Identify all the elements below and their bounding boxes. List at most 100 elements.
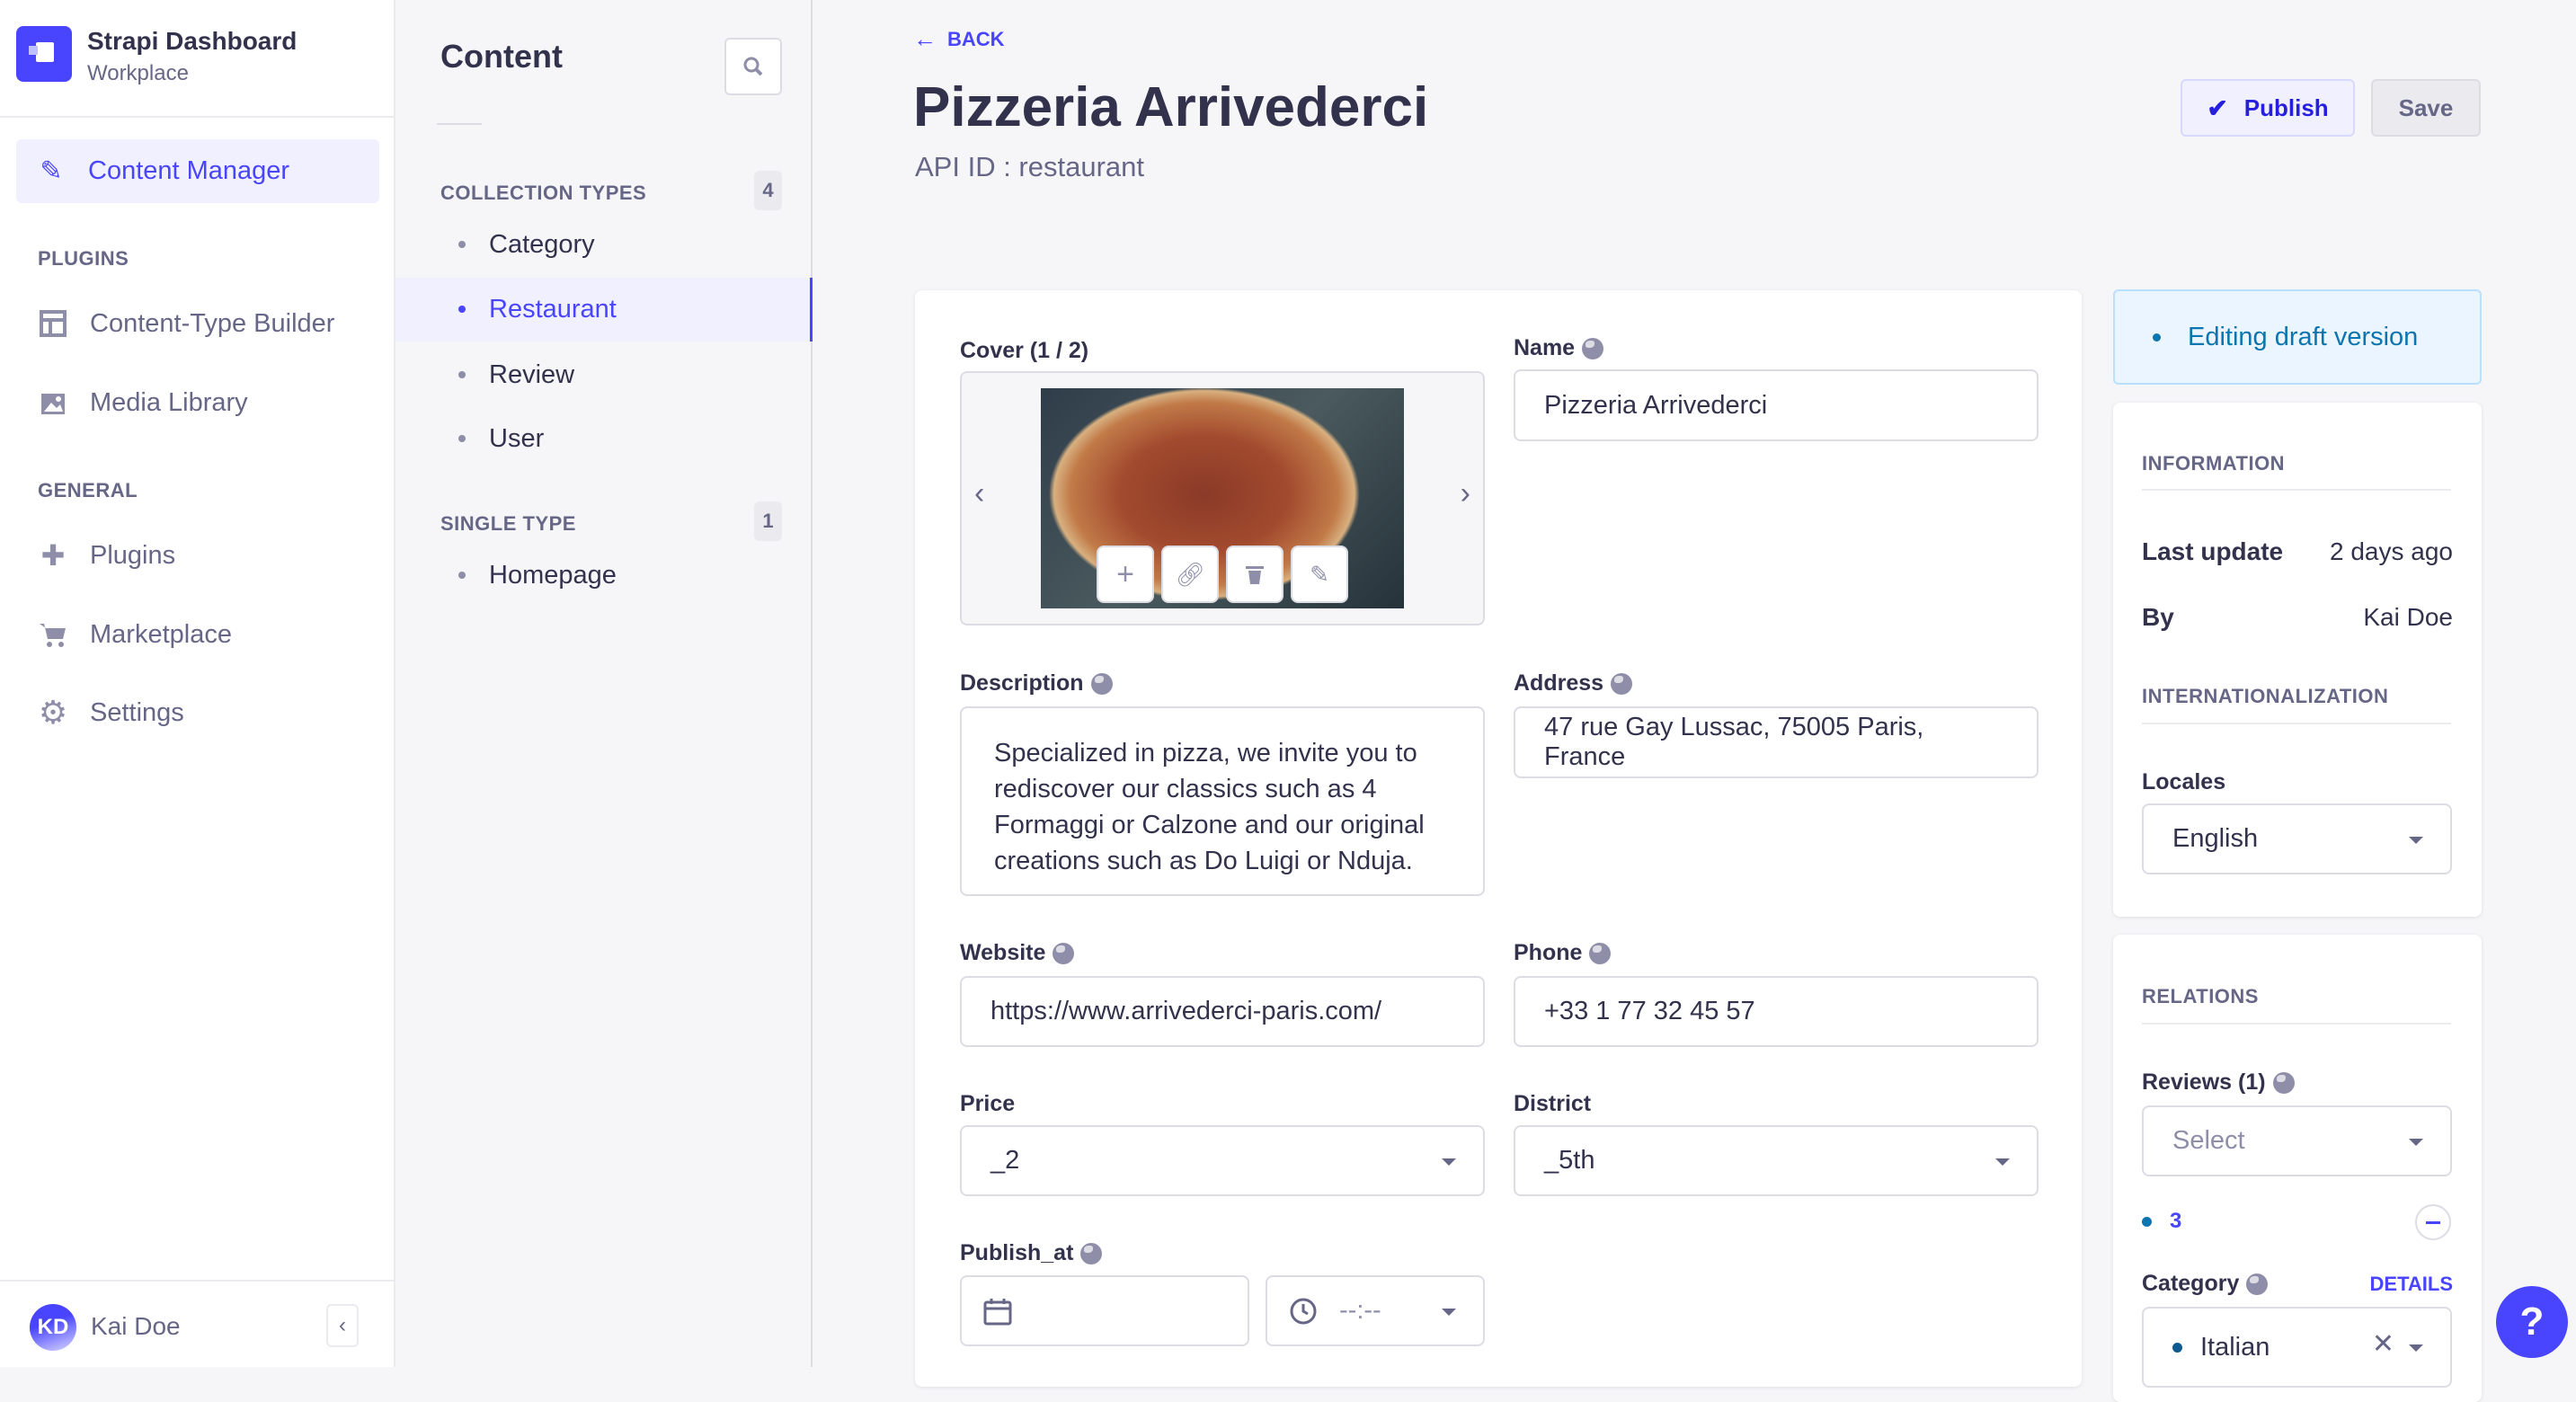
- next-media-button[interactable]: ›: [1460, 476, 1470, 510]
- clock-icon: [1290, 1298, 1317, 1324]
- subnav-title: Content: [440, 38, 563, 75]
- nav-item-label: Content-Type Builder: [90, 308, 335, 338]
- caret-down-icon: [1442, 1308, 1456, 1316]
- locales-value: English: [2172, 824, 2259, 853]
- caret-down-icon: [2409, 1138, 2423, 1146]
- item-label: Restaurant: [489, 294, 617, 324]
- status-dot: [2153, 333, 2161, 342]
- globe-icon: [2272, 1071, 2295, 1094]
- puzzle-icon: ✚: [40, 539, 66, 572]
- plugins-heading: PLUGINS: [38, 247, 129, 270]
- category-select[interactable]: Italian ✕: [2142, 1307, 2452, 1388]
- description-label: Description: [960, 670, 1113, 697]
- by-label: By: [2142, 603, 2174, 631]
- api-id: API ID : restaurant: [915, 151, 1144, 182]
- subnav-item-restaurant[interactable]: Restaurant: [458, 287, 617, 332]
- nav-item-label: Media Library: [90, 387, 248, 417]
- image-icon: [38, 387, 68, 418]
- edit-media-button[interactable]: ✎: [1291, 546, 1348, 603]
- collapse-nav-button[interactable]: ‹: [326, 1304, 359, 1347]
- globe-icon: [1589, 942, 1612, 964]
- check-icon: ✔: [2207, 93, 2228, 122]
- clear-icon[interactable]: ✕: [2371, 1329, 2394, 1359]
- name-input[interactable]: Pizzeria Arrivederci: [1514, 369, 2039, 441]
- category-value: Italian: [2200, 1332, 2270, 1362]
- nav-item-content-manager[interactable]: ✎ Content Manager: [16, 139, 379, 203]
- nav-item-marketplace[interactable]: Marketplace: [38, 612, 232, 657]
- help-button[interactable]: ?: [2496, 1286, 2568, 1358]
- globe-icon: [1582, 337, 1604, 359]
- nav-item-settings[interactable]: ⚙ Settings: [38, 690, 184, 735]
- avatar[interactable]: KD: [30, 1304, 76, 1351]
- nav-item-media-library[interactable]: Media Library: [38, 380, 248, 425]
- back-link[interactable]: ← BACK: [913, 25, 1005, 53]
- reviews-select[interactable]: Select: [2142, 1105, 2452, 1176]
- remove-review-button[interactable]: [2415, 1204, 2451, 1240]
- relations-heading: RELATIONS: [2142, 985, 2259, 1007]
- details-link[interactable]: DETAILS: [2369, 1273, 2453, 1295]
- locales-select[interactable]: English: [2142, 803, 2452, 874]
- page-title: Pizzeria Arrivederci: [913, 76, 1429, 138]
- review-link[interactable]: 3: [2170, 1209, 2182, 1233]
- status-dot: [2172, 1342, 2182, 1353]
- last-update-label: Last update: [2142, 537, 2284, 565]
- subnav-item-homepage[interactable]: Homepage: [458, 553, 617, 598]
- by-value: Kai Doe: [2363, 603, 2453, 631]
- subnav-item-user[interactable]: User: [458, 416, 544, 461]
- nav-item-label: Marketplace: [90, 619, 232, 649]
- phone-input[interactable]: +33 1 77 32 45 57: [1514, 976, 2039, 1047]
- nav-item-label: Settings: [90, 697, 184, 727]
- nav-item-plugins[interactable]: ✚ Plugins: [38, 533, 176, 578]
- cover-label: Cover (1 / 2): [960, 338, 1089, 363]
- general-heading: GENERAL: [38, 479, 138, 501]
- caret-down-icon: [1442, 1158, 1456, 1166]
- website-input[interactable]: https://www.arrivederci-paris.com/: [960, 976, 1485, 1047]
- district-label: District: [1514, 1091, 1592, 1116]
- add-media-button[interactable]: +: [1097, 546, 1154, 603]
- publish-button[interactable]: ✔ Publish: [2181, 79, 2355, 137]
- information-heading: INFORMATION: [2142, 452, 2286, 475]
- district-value: _5th: [1544, 1146, 1595, 1175]
- feather-icon: ✎: [40, 156, 63, 186]
- description-textarea[interactable]: Specialized in pizza, we invite you to r…: [960, 706, 1485, 896]
- draft-status-banner: Editing draft version: [2113, 289, 2482, 385]
- globe-icon: [1611, 672, 1633, 695]
- user-name[interactable]: Kai Doe: [91, 1312, 181, 1340]
- price-label: Price: [960, 1091, 1016, 1116]
- phone-label: Phone: [1514, 940, 1612, 966]
- media-toolbar: + 🔗︎ ✎: [1097, 546, 1348, 603]
- address-input[interactable]: 47 rue Gay Lussac, 75005 Paris, France: [1514, 706, 2039, 778]
- globe-icon: [1090, 672, 1113, 695]
- nav-item-label: Content Manager: [88, 156, 290, 185]
- subnav-item-category[interactable]: Category: [458, 222, 595, 267]
- district-select[interactable]: _5th: [1514, 1125, 2039, 1196]
- time-select[interactable]: --:--: [1266, 1275, 1485, 1346]
- prev-media-button[interactable]: ‹: [974, 476, 985, 510]
- content-subnav: Content COLLECTION TYPES 4 Category Rest…: [395, 0, 813, 1367]
- calendar-icon: [983, 1298, 1012, 1325]
- locales-label: Locales: [2142, 769, 2226, 794]
- caret-down-icon: [1995, 1158, 2010, 1166]
- search-button[interactable]: [724, 38, 782, 95]
- delete-media-button[interactable]: [1226, 546, 1284, 603]
- item-label: User: [489, 423, 545, 453]
- last-update-value: 2 days ago: [2330, 537, 2453, 565]
- pencil-icon: ✎: [1310, 560, 1329, 588]
- reviews-label: Reviews (1): [2142, 1069, 2295, 1096]
- subnav-item-review[interactable]: Review: [458, 352, 574, 397]
- app-title: Strapi Dashboard: [87, 27, 298, 55]
- item-label: Homepage: [489, 560, 617, 590]
- main-nav: Strapi Dashboard Workplace ✎ Content Man…: [0, 0, 395, 1367]
- save-button[interactable]: Save: [2371, 79, 2481, 137]
- price-select[interactable]: _2: [960, 1125, 1485, 1196]
- date-input[interactable]: [960, 1275, 1249, 1346]
- nav-item-content-type-builder[interactable]: Content-Type Builder: [38, 301, 334, 346]
- item-label: Category: [489, 229, 595, 259]
- gear-icon: ⚙: [38, 694, 68, 731]
- strapi-logo: [16, 26, 72, 82]
- copy-link-button[interactable]: 🔗︎: [1161, 546, 1219, 603]
- plus-icon: +: [1116, 556, 1134, 591]
- chevron-left-icon: ‹: [339, 1313, 346, 1337]
- single-count-badge: 1: [754, 501, 782, 541]
- information-card: INFORMATION Last update 2 days ago By Ka…: [2113, 403, 2482, 917]
